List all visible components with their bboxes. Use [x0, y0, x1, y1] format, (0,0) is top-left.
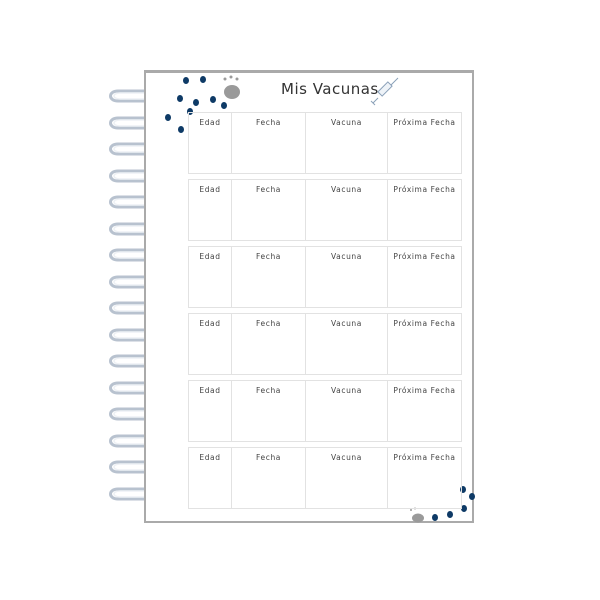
column-cell: Edad — [189, 113, 232, 173]
column-cell: Vacuna — [306, 381, 388, 441]
dot — [193, 99, 199, 106]
dot — [200, 76, 206, 83]
column-cell: Próxima Fecha — [393, 386, 456, 395]
dot — [432, 514, 438, 521]
dot — [178, 126, 184, 133]
paw-print-icon — [223, 75, 240, 99]
vaccine-record-block: Edad Fecha Vacuna Próxima Fecha — [188, 112, 462, 174]
column-cell: Fecha — [232, 113, 306, 173]
dot — [210, 96, 216, 103]
vaccine-record-block: Edad Fecha Vacuna Próxima Fecha — [188, 246, 462, 308]
column-cell: Fecha — [232, 314, 306, 374]
vaccine-record-block: Edad Fecha Vacuna Próxima Fecha — [188, 447, 462, 509]
vaccine-record-block: Edad Fecha Vacuna Próxima Fecha — [188, 179, 462, 241]
column-cell: Edad — [189, 448, 232, 508]
vaccine-record-block: Edad Fecha Vacuna Próxima Fecha — [188, 380, 462, 442]
column-cell: Edad — [189, 247, 232, 307]
dot — [460, 486, 466, 493]
dot — [183, 77, 189, 84]
page-title: Mis Vacunas — [281, 80, 379, 98]
column-cell: Edad — [189, 180, 232, 240]
dot — [447, 511, 453, 518]
dot — [187, 108, 193, 115]
column-cell: Vacuna — [306, 180, 388, 240]
column-cell: Vacuna — [306, 247, 388, 307]
column-cell: Vacuna — [306, 113, 388, 173]
column-cell: Vacuna — [306, 314, 388, 374]
column-cell: Edad — [189, 381, 232, 441]
dot — [177, 95, 183, 102]
column-cell: Próxima Fecha — [393, 319, 456, 328]
dot — [221, 102, 227, 109]
vaccine-record-block: Edad Fecha Vacuna Próxima Fecha — [188, 313, 462, 375]
paw-print-icon — [410, 507, 424, 523]
column-cell: Fecha — [232, 180, 306, 240]
column-cell: Próxima Fecha — [393, 453, 456, 462]
column-cell: Vacuna — [306, 448, 388, 508]
dot — [165, 114, 171, 121]
column-cell: Fecha — [232, 381, 306, 441]
column-cell: Próxima Fecha — [393, 185, 456, 194]
column-cell: Fecha — [232, 448, 306, 508]
column-cell: Fecha — [232, 247, 306, 307]
dot — [469, 493, 475, 500]
dot — [461, 505, 467, 512]
syringe-icon — [370, 77, 399, 106]
column-cell: Próxima Fecha — [393, 252, 456, 261]
column-cell: Edad — [189, 314, 232, 374]
column-cell: Próxima Fecha — [393, 118, 456, 127]
